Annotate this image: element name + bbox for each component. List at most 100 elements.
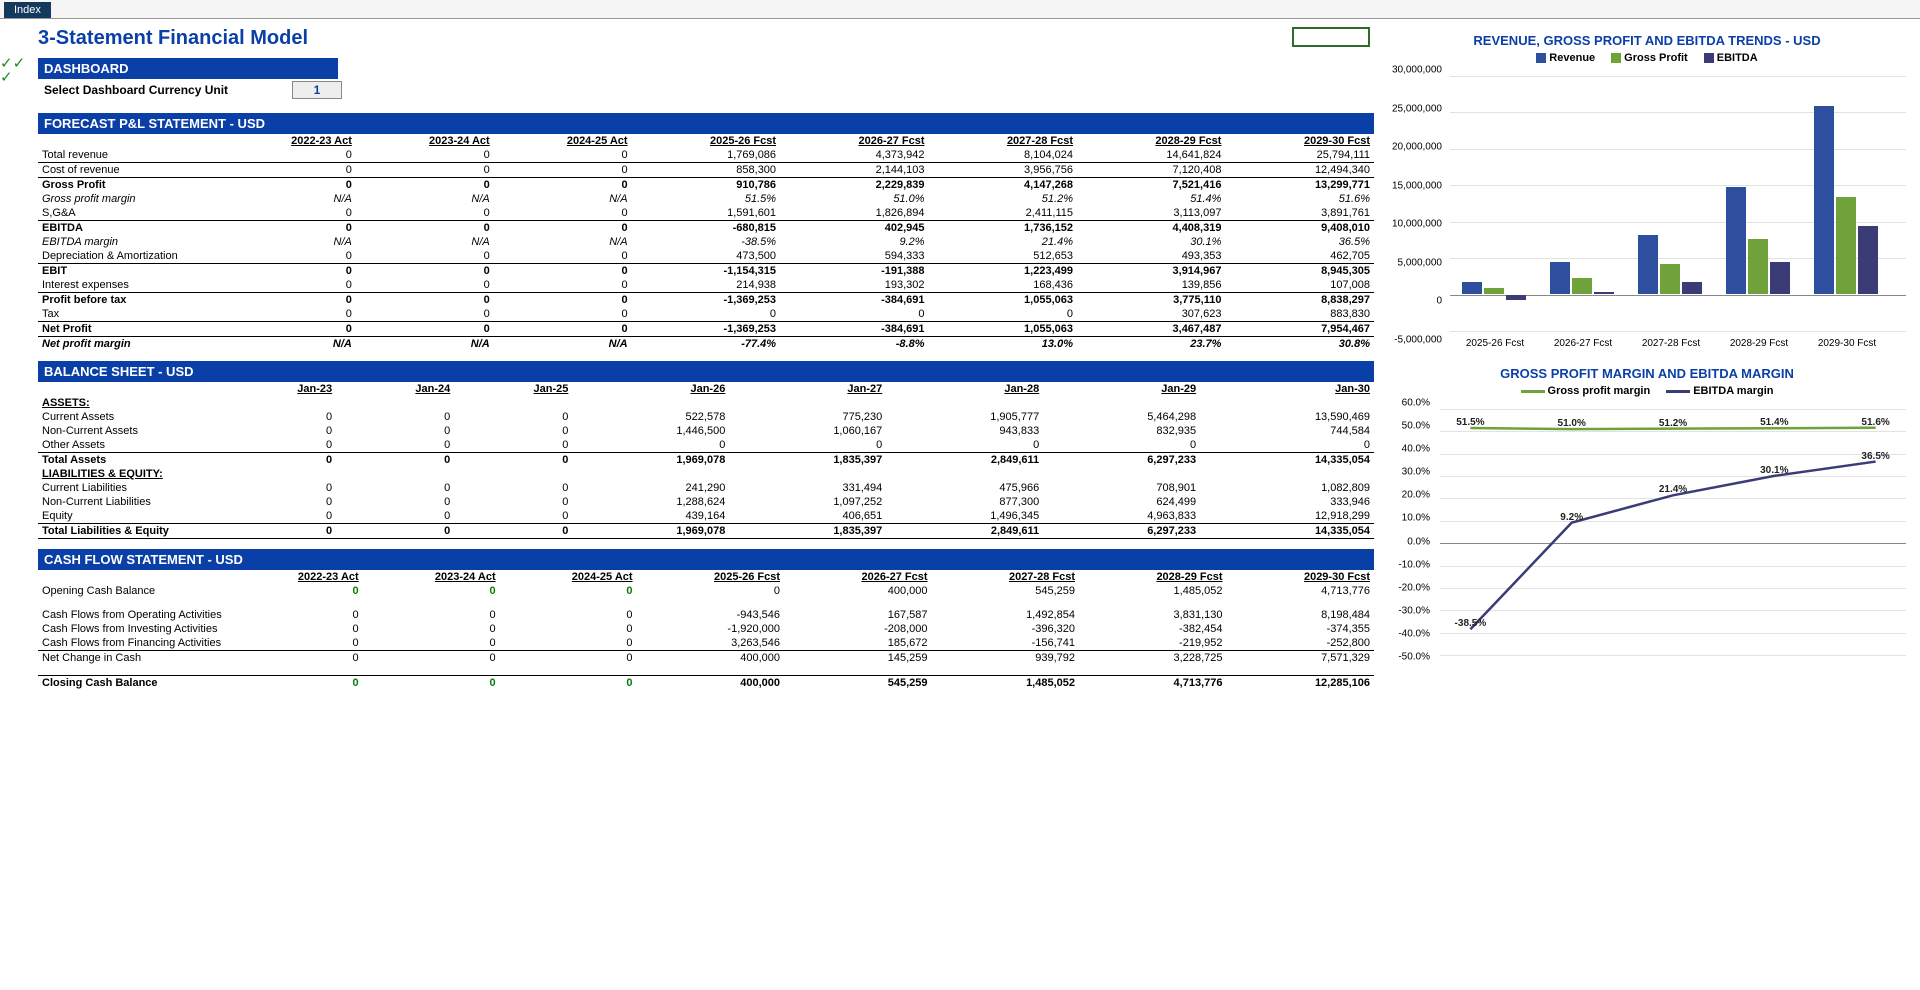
table-cell: -1,920,000 [637,622,784,636]
table-cell: 0 [356,307,494,322]
table-cell: 0 [454,438,572,453]
table-cell: 4,147,268 [929,178,1077,193]
table-cell: 0 [218,438,336,453]
table-cell: 0 [363,584,500,598]
table-cell: 1,769,086 [632,148,780,163]
table-cell: 406,651 [729,509,886,524]
table-cell: 0 [336,495,454,509]
table-cell: 877,300 [886,495,1043,509]
table-cell: 0 [500,651,637,666]
col-header: 2023-24 Act [356,134,494,148]
table-cell: 0 [336,524,454,539]
table-cell: 493,353 [1077,249,1225,264]
table-row: S,G&A0001,591,6011,826,8942,411,1153,113… [38,206,1374,221]
table-row: Non-Current Liabilities0001,288,6241,097… [38,495,1374,509]
table-cell: 0 [336,509,454,524]
data-label: 51.2% [1659,418,1687,429]
table-cell: N/A [356,192,494,206]
table-cell: 0 [218,264,356,279]
table-cell: 0 [632,307,780,322]
table-cell: 8,945,305 [1225,264,1374,279]
table-cell: 0 [356,163,494,178]
col-header: 2027-28 Fcst [929,134,1077,148]
row-label: Cost of revenue [38,163,218,178]
table-cell: 7,521,416 [1077,178,1225,193]
table-cell: 0 [500,636,637,651]
table-cell: 462,705 [1225,249,1374,264]
table-cell: 0 [218,293,356,308]
table-cell: 3,467,487 [1077,322,1225,337]
table-cell: 0 [356,278,494,293]
row-label: Non-Current Assets [38,424,218,438]
data-label: 51.4% [1760,417,1788,428]
table-cell: 0 [218,249,356,264]
table-cell: 30.8% [1225,337,1374,352]
table-cell: 0 [454,424,572,438]
row-label: Net Profit [38,322,218,337]
table-row: Total revenue0001,769,0864,373,9428,104,… [38,148,1374,163]
table-cell: 0 [729,438,886,453]
table-cell: 4,963,833 [1043,509,1200,524]
table-cell: 3,914,967 [1077,264,1225,279]
row-label: EBIT [38,264,218,279]
row-label: Cash Flows from Investing Activities [38,622,226,636]
table-cell: 943,833 [886,424,1043,438]
chart-bar [1814,106,1834,295]
table-cell: 3,891,761 [1225,206,1374,221]
table-cell: 0 [363,651,500,666]
table-cell: 400,000 [637,675,784,690]
dashboard-header: DASHBOARD [38,58,338,79]
table-cell: 185,672 [784,636,931,651]
table-cell: 4,408,319 [1077,221,1225,236]
table-cell: 0 [218,524,336,539]
table-cell: 402,945 [780,221,928,236]
table-cell: 0 [1200,438,1374,453]
table-cell: 0 [356,178,494,193]
chart-bar [1726,187,1746,294]
chart1-yaxis: -5,000,00005,000,00010,000,00015,000,000… [1384,70,1446,340]
table-cell: 13,590,469 [1200,410,1374,424]
tab-index[interactable]: Index [4,2,51,18]
active-cell-indicator[interactable] [1292,27,1370,47]
chart-bar [1858,226,1878,295]
row-label: Net profit margin [38,337,218,352]
table-cell: N/A [494,337,632,352]
table-cell: 14,335,054 [1200,524,1374,539]
table-cell: 0 [494,163,632,178]
table-cell: 439,164 [572,509,729,524]
row-label: Non-Current Liabilities [38,495,218,509]
table-cell: 1,082,809 [1200,481,1374,495]
pl-section-header: FORECAST P&L STATEMENT - USD [38,113,1374,134]
group-label: ASSETS: [38,396,218,410]
bs-section-header: BALANCE SHEET - USD [38,361,1374,382]
table-cell: 51.2% [929,192,1077,206]
table-cell: 1,223,499 [929,264,1077,279]
table-cell: 1,485,052 [1079,584,1226,598]
currency-select-value[interactable]: 1 [292,81,342,99]
table-cell: 3,831,130 [1079,608,1226,622]
table-cell: -191,388 [780,264,928,279]
table-cell: 1,826,894 [780,206,928,221]
table-cell: N/A [218,192,356,206]
table-row: Net Profit000-1,369,253-384,6911,055,063… [38,322,1374,337]
validation-marks: ✓✓ ✓ [0,19,32,698]
row-label: EBITDA [38,221,218,236]
table-row: Equity000439,164406,6511,496,3454,963,83… [38,509,1374,524]
table-cell: 545,259 [784,675,931,690]
table-row: EBITDA marginN/AN/AN/A-38.5%9.2%21.4%30.… [38,235,1374,249]
table-cell: 858,300 [632,163,780,178]
chart-bar [1594,292,1614,295]
data-label: 30.1% [1760,465,1788,476]
table-row: Interest expenses000214,938193,302168,43… [38,278,1374,293]
table-cell: 0 [363,675,500,690]
table-cell: 400,000 [784,584,931,598]
table-cell: 4,713,776 [1079,675,1226,690]
table-cell: 0 [494,264,632,279]
table-cell: 14,335,054 [1200,453,1374,468]
table-cell: 0 [494,221,632,236]
table-cell: 0 [494,322,632,337]
cf-section-header: CASH FLOW STATEMENT - USD [38,549,1374,570]
table-cell: 0 [218,163,356,178]
table-cell: 0 [363,622,500,636]
table-cell: 0 [356,221,494,236]
